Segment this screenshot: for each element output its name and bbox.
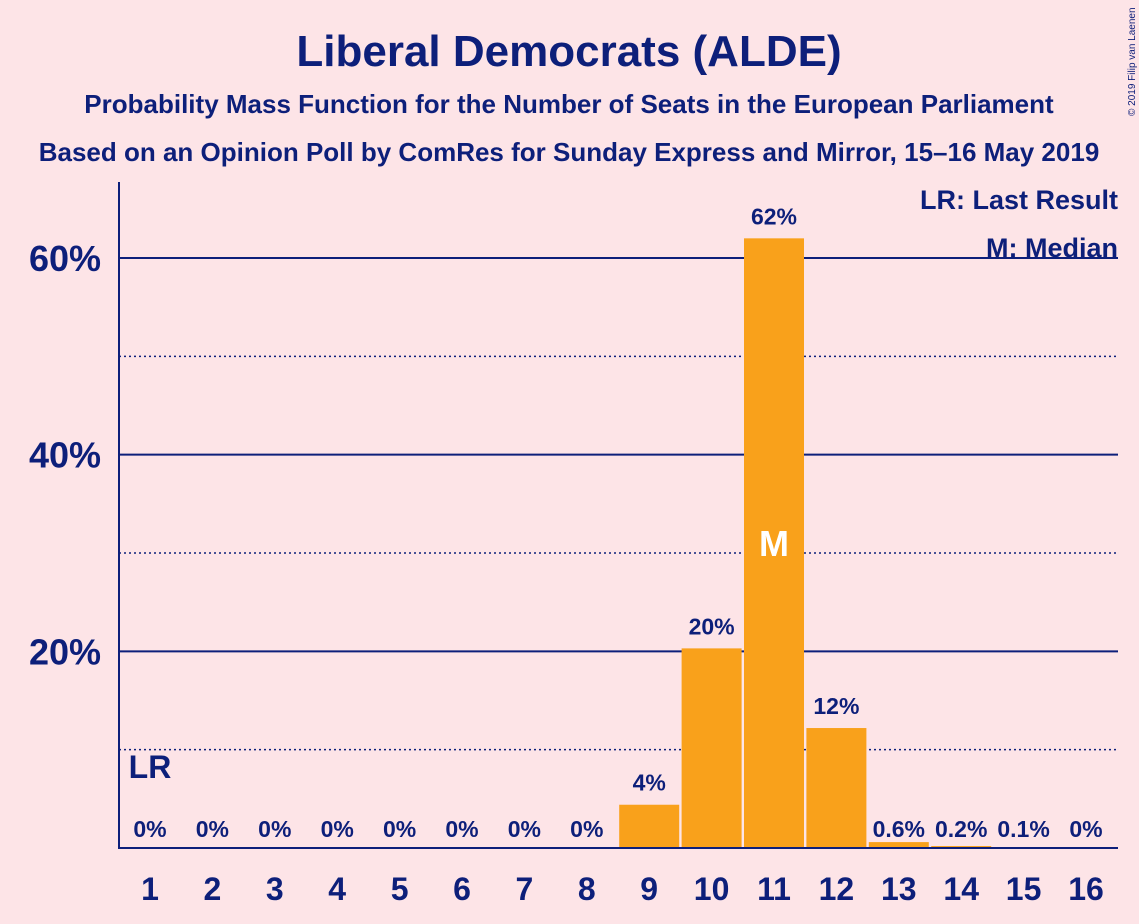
legend: LR: Last Result M: Median: [920, 185, 1118, 263]
data-label: 0%: [258, 816, 291, 842]
chart-subtitle-poll: Based on an Opinion Poll by ComRes for S…: [39, 137, 1100, 167]
copyright: © 2019 Filip van Laenen: [1127, 7, 1138, 116]
bars: [619, 238, 1054, 849]
data-label: 4%: [633, 770, 666, 796]
x-tick-label: 12: [819, 871, 855, 907]
chart-title: Liberal Democrats (ALDE): [296, 27, 841, 76]
chart-subtitle: Probability Mass Function for the Number…: [84, 89, 1054, 119]
x-tick-label: 1: [141, 871, 159, 907]
median-marker: M: [759, 523, 789, 564]
x-tick-label: 4: [328, 871, 346, 907]
grid-gap: [741, 182, 807, 239]
x-tick-label: 2: [204, 871, 222, 907]
data-label: 0%: [1069, 816, 1102, 842]
data-label: 62%: [751, 203, 797, 229]
x-tick-label: 11: [757, 871, 791, 907]
x-tick-label: 14: [943, 871, 979, 907]
x-tick-label: 13: [881, 871, 917, 907]
bar: [806, 728, 867, 848]
data-labels: 0% 0% 0% 0% 0% 0% 0% 0% 4% 20% 62% 12% 0.6% 0.2% 0.1% 0…: [129, 203, 1103, 842]
x-tick-label: 7: [516, 871, 534, 907]
grid: [119, 182, 1118, 751]
x-tick-label: 16: [1068, 871, 1104, 907]
bar: [744, 238, 804, 849]
x-tick-label: 3: [266, 871, 284, 907]
legend-item-median: M: Median: [986, 233, 1118, 263]
y-tick-label: 60%: [29, 238, 101, 279]
data-label: 0.6%: [873, 816, 925, 842]
data-label: 0%: [570, 816, 603, 842]
last-result-marker: LR: [129, 749, 172, 785]
x-tick-label: 15: [1006, 871, 1042, 907]
data-label: 0%: [383, 816, 416, 842]
x-tick-label: 6: [453, 871, 471, 907]
data-label: 0%: [321, 816, 354, 842]
y-tick-label: 40%: [29, 435, 101, 476]
data-label: 20%: [689, 613, 735, 639]
data-label: 0%: [196, 816, 229, 842]
bar: [681, 648, 742, 848]
x-tick-label: 10: [694, 871, 730, 907]
bar: [868, 842, 929, 848]
data-label: 0%: [508, 816, 541, 842]
data-label: 0.2%: [935, 816, 987, 842]
axes: 20%40%60%1 2 3 4 5 6 7 8 9 10 11 12 13 14 15 16: [29, 182, 1118, 907]
y-tick-label: 20%: [29, 631, 101, 672]
data-label: 0%: [133, 816, 166, 842]
x-tick-label: 9: [640, 871, 658, 907]
x-tick-label: 5: [391, 871, 409, 907]
data-label: 0.1%: [997, 816, 1049, 842]
x-tick-label: 8: [578, 871, 596, 907]
data-label: 12%: [813, 693, 859, 719]
bar: [619, 804, 680, 848]
legend-item-last-result: LR: Last Result: [920, 185, 1118, 215]
data-label: 0%: [445, 816, 478, 842]
